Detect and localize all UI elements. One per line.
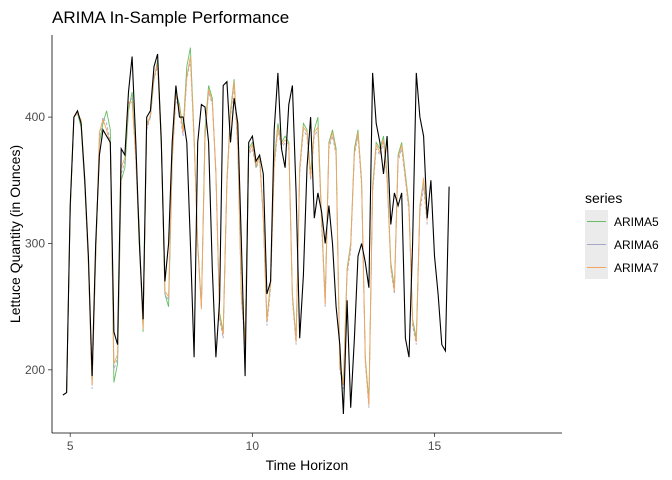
x-tick-label: 15 xyxy=(428,439,442,453)
y-axis-title: Lettuce Quantity (in Ounces) xyxy=(7,145,23,323)
x-axis-ticks: 5 10 15 xyxy=(67,433,442,453)
legend-label-arima6: ARIMA6 xyxy=(614,238,659,252)
legend: series ARIMA5 ARIMA6 ARIMA7 xyxy=(585,190,659,279)
x-tick-label: 5 xyxy=(67,439,74,453)
y-tick-label: 200 xyxy=(25,363,45,377)
chart-title: ARIMA In-Sample Performance xyxy=(52,8,289,27)
legend-label-arima5: ARIMA5 xyxy=(614,215,659,229)
legend-title: series xyxy=(585,190,622,206)
series-line-actual xyxy=(63,54,449,414)
x-axis-title: Time Horizon xyxy=(266,457,349,473)
legend-label-arima7: ARIMA7 xyxy=(614,261,659,275)
y-axis-ticks: 200 300 400 xyxy=(25,110,52,377)
y-tick-label: 400 xyxy=(25,110,45,124)
x-tick-label: 10 xyxy=(246,439,260,453)
plot-area xyxy=(63,48,449,414)
y-tick-label: 300 xyxy=(25,236,45,250)
